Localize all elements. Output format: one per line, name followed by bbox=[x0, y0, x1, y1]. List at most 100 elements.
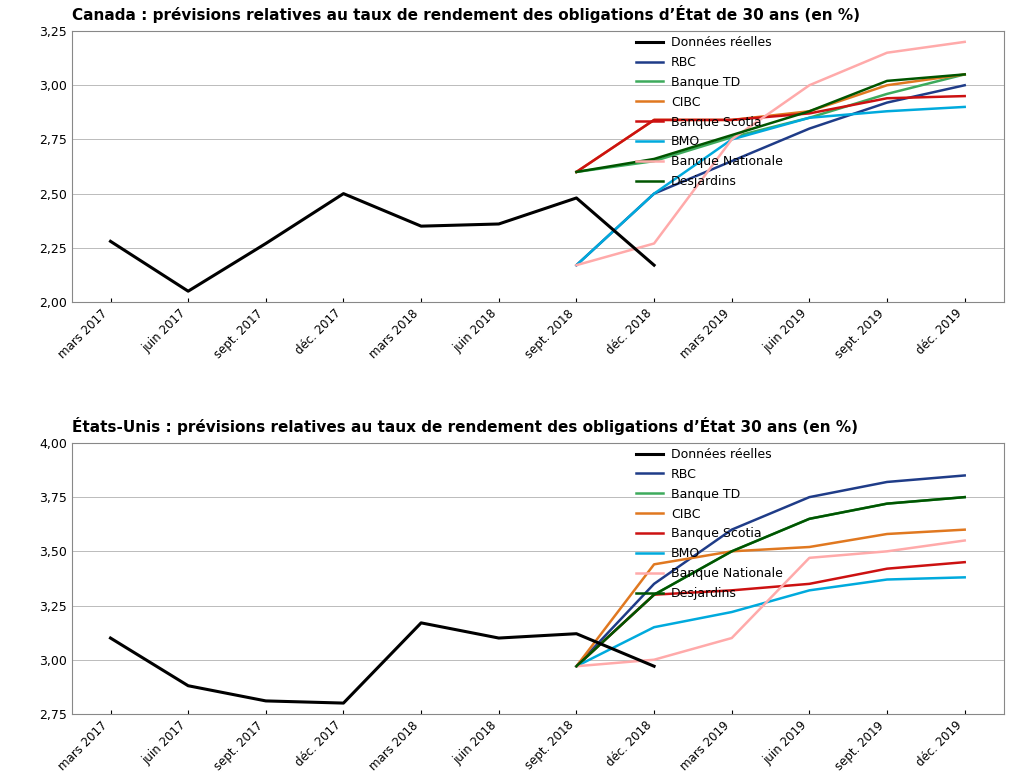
Banque Nationale bbox=[570, 662, 583, 671]
Line: Banque Nationale: Banque Nationale bbox=[577, 42, 965, 265]
Données réelles bbox=[337, 189, 349, 199]
Banque TD bbox=[958, 493, 971, 502]
Line: Banque TD: Banque TD bbox=[577, 74, 965, 172]
BMO bbox=[958, 102, 971, 112]
Banque Scotia bbox=[648, 590, 660, 599]
CIBC bbox=[803, 106, 815, 116]
Données réelles bbox=[182, 286, 195, 296]
Données réelles bbox=[415, 221, 427, 230]
Banque Scotia bbox=[570, 662, 583, 671]
BMO bbox=[958, 573, 971, 582]
Desjardins bbox=[958, 70, 971, 79]
Banque Nationale bbox=[958, 536, 971, 546]
BMO bbox=[726, 608, 738, 617]
Desjardins bbox=[803, 106, 815, 116]
Line: RBC: RBC bbox=[577, 85, 965, 265]
RBC bbox=[726, 525, 738, 535]
Données réelles bbox=[260, 239, 272, 248]
Banque Scotia bbox=[803, 579, 815, 588]
Legend: Données réelles, RBC, Banque TD, CIBC, Banque Scotia, BMO, Banque Nationale, Des: Données réelles, RBC, Banque TD, CIBC, B… bbox=[631, 31, 787, 193]
Desjardins bbox=[881, 76, 893, 85]
Données réelles bbox=[570, 629, 583, 639]
Banque Scotia bbox=[648, 116, 660, 125]
Banque TD bbox=[881, 89, 893, 99]
Données réelles bbox=[493, 220, 505, 229]
Banque TD bbox=[648, 157, 660, 166]
Banque Nationale bbox=[570, 261, 583, 270]
RBC bbox=[958, 471, 971, 480]
Banque Scotia bbox=[958, 92, 971, 101]
Banque TD bbox=[570, 168, 583, 177]
Banque Scotia bbox=[726, 116, 738, 125]
Line: Desjardins: Desjardins bbox=[577, 497, 965, 667]
RBC bbox=[803, 493, 815, 502]
BMO bbox=[648, 189, 660, 199]
Line: CIBC: CIBC bbox=[577, 74, 965, 172]
Line: Données réelles: Données réelles bbox=[111, 623, 654, 703]
BMO bbox=[570, 261, 583, 270]
CIBC bbox=[881, 529, 893, 539]
Banque Scotia bbox=[881, 564, 893, 573]
CIBC bbox=[958, 70, 971, 79]
CIBC bbox=[648, 116, 660, 125]
Banque Nationale bbox=[881, 546, 893, 556]
Banque TD bbox=[726, 133, 738, 142]
Line: Desjardins: Desjardins bbox=[577, 74, 965, 172]
Banque Nationale bbox=[803, 553, 815, 563]
Banque Nationale bbox=[726, 633, 738, 643]
Line: Données réelles: Données réelles bbox=[111, 194, 654, 291]
Données réelles bbox=[570, 193, 583, 203]
CIBC bbox=[726, 116, 738, 125]
BMO bbox=[803, 113, 815, 123]
Legend: Données réelles, RBC, Banque TD, CIBC, Banque Scotia, BMO, Banque Nationale, Des: Données réelles, RBC, Banque TD, CIBC, B… bbox=[631, 443, 787, 605]
Line: Banque TD: Banque TD bbox=[577, 497, 965, 667]
RBC bbox=[726, 157, 738, 166]
RBC bbox=[881, 477, 893, 487]
Line: CIBC: CIBC bbox=[577, 530, 965, 667]
Desjardins bbox=[570, 662, 583, 671]
Banque TD bbox=[958, 70, 971, 79]
CIBC bbox=[803, 542, 815, 552]
Desjardins bbox=[648, 154, 660, 164]
Données réelles bbox=[415, 618, 427, 628]
Desjardins bbox=[726, 546, 738, 556]
Line: RBC: RBC bbox=[577, 476, 965, 667]
BMO bbox=[881, 575, 893, 584]
CIBC bbox=[570, 168, 583, 177]
Banque Nationale bbox=[726, 135, 738, 144]
Banque Scotia bbox=[958, 557, 971, 566]
Données réelles bbox=[648, 662, 660, 671]
Banque Nationale bbox=[881, 48, 893, 57]
Text: Canada : prévisions relatives au taux de rendement des obligations d’État de 30 : Canada : prévisions relatives au taux de… bbox=[72, 5, 860, 23]
Banque Scotia bbox=[881, 94, 893, 103]
CIBC bbox=[648, 559, 660, 569]
Line: Banque Scotia: Banque Scotia bbox=[577, 562, 965, 667]
Banque TD bbox=[726, 546, 738, 556]
Données réelles bbox=[260, 696, 272, 705]
Line: BMO: BMO bbox=[577, 107, 965, 265]
Données réelles bbox=[493, 633, 505, 643]
RBC bbox=[881, 98, 893, 107]
RBC bbox=[648, 579, 660, 588]
Banque TD bbox=[881, 499, 893, 508]
Desjardins bbox=[726, 130, 738, 140]
Line: Banque Nationale: Banque Nationale bbox=[577, 541, 965, 667]
Desjardins bbox=[958, 493, 971, 502]
Line: Banque Scotia: Banque Scotia bbox=[577, 96, 965, 172]
RBC bbox=[803, 124, 815, 133]
Desjardins bbox=[570, 168, 583, 177]
RBC bbox=[648, 189, 660, 199]
BMO bbox=[881, 106, 893, 116]
Banque Scotia bbox=[570, 168, 583, 177]
RBC bbox=[570, 261, 583, 270]
CIBC bbox=[958, 525, 971, 535]
Banque Nationale bbox=[958, 37, 971, 47]
BMO bbox=[570, 662, 583, 671]
Banque TD bbox=[648, 590, 660, 599]
Données réelles bbox=[337, 698, 349, 708]
BMO bbox=[803, 586, 815, 595]
CIBC bbox=[570, 662, 583, 671]
Text: États-Unis : prévisions relatives au taux de rendement des obligations d’État 30: États-Unis : prévisions relatives au tau… bbox=[72, 417, 858, 435]
Desjardins bbox=[648, 590, 660, 599]
Desjardins bbox=[881, 499, 893, 508]
